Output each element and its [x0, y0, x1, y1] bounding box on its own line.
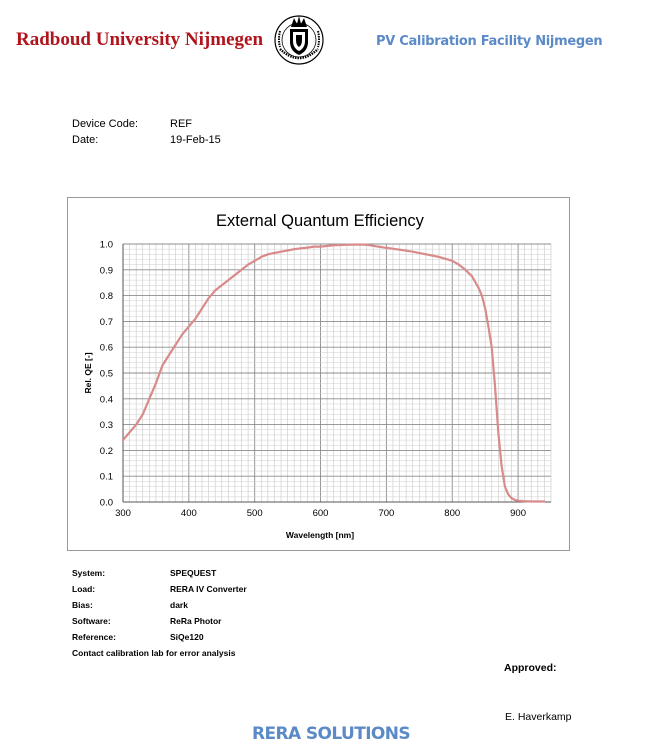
x-tick-label: 300 [115, 508, 131, 519]
y-tick-label: 1.0 [100, 240, 113, 251]
device-code-value: REF [170, 118, 192, 130]
eqe-chart: 300 400 500 600 700 800 900 0.0 0.1 0.2 0.3 0.4 0.5 0… [67, 197, 570, 551]
y-tick-label: 0.8 [100, 291, 113, 302]
eqe-series-line [121, 243, 546, 503]
crest-logo-icon [274, 15, 324, 65]
contact-note: Contact calibration lab for error analys… [72, 648, 236, 658]
y-axis-label: Rel. QE [-] [83, 352, 93, 393]
info-value: ReRa Photor [170, 616, 222, 626]
x-tick-label: 600 [313, 508, 329, 519]
university-name: Radboud University Nijmegen [16, 29, 264, 50]
approved-label: Approved: [504, 662, 557, 674]
x-axis-label: Wavelength [nm] [286, 530, 354, 540]
x-tick-label: 800 [444, 508, 460, 519]
facility-name: PV Calibration Facility Nijmegen [376, 34, 603, 49]
signatory-name: E. Haverkamp [505, 711, 572, 723]
device-code-label: Device Code: [72, 118, 139, 130]
y-tick-label: 0.7 [100, 317, 113, 328]
y-tick-label: 0.2 [100, 446, 113, 457]
info-label: Load: [72, 584, 96, 594]
y-tick-label: 0.6 [100, 343, 113, 354]
info-label: System: [72, 568, 106, 578]
info-label: Reference: [72, 632, 116, 642]
y-tick-label: 0.0 [100, 498, 113, 509]
info-value: RERA IV Converter [170, 584, 247, 594]
y-tick-label: 0.3 [100, 420, 113, 431]
chart-title: External Quantum Efficiency [216, 212, 425, 230]
y-tick-label: 0.9 [100, 265, 113, 276]
info-label: Software: [72, 616, 111, 626]
date-label: Date: [72, 134, 99, 146]
x-tick-label: 900 [510, 508, 526, 519]
x-tick-label: 500 [247, 508, 263, 519]
y-tick-label: 0.5 [100, 369, 113, 380]
info-value: SPEQUEST [170, 568, 217, 578]
x-tick-label: 700 [378, 508, 394, 519]
info-value: SiQe120 [170, 632, 204, 642]
y-tick-label: 0.1 [100, 472, 113, 483]
info-label: Bias: [72, 600, 93, 610]
x-tick-label: 400 [181, 508, 197, 519]
date-value: 19-Feb-15 [170, 134, 221, 146]
info-value: dark [170, 600, 188, 610]
y-tick-label: 0.4 [100, 394, 113, 405]
footer-brand: RERA SOLUTIONS [252, 724, 411, 744]
